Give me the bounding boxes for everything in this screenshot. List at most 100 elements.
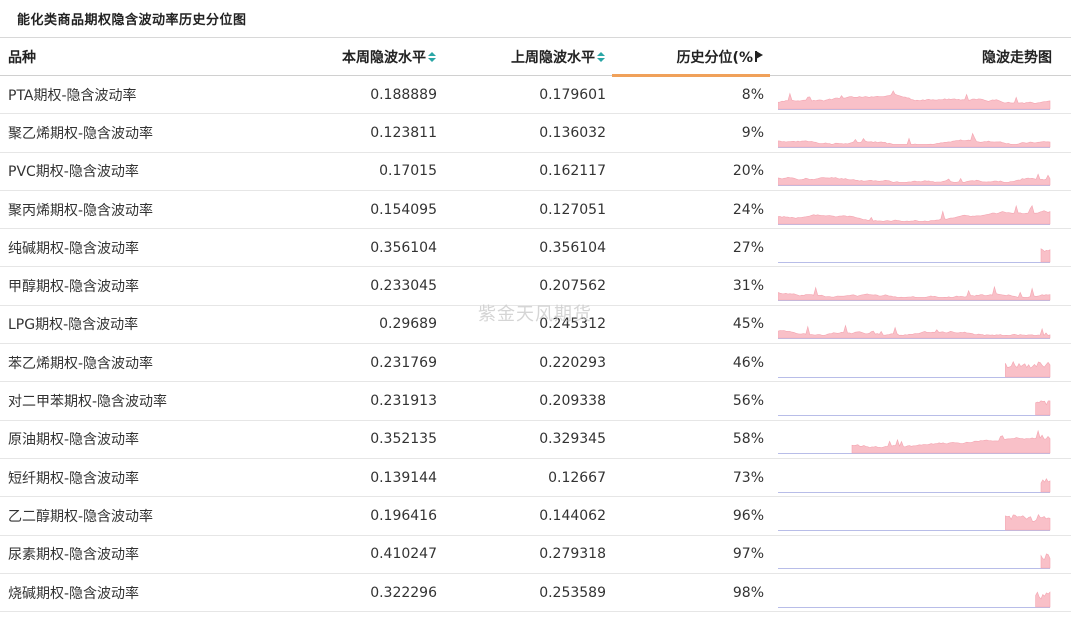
table-row[interactable]: 对二甲苯期权-隐含波动率 0.231913 0.209338 56% — [0, 382, 1071, 421]
watermark: 紫金天风期货 — [478, 304, 592, 325]
table-row[interactable]: 聚丙烯期权-隐含波动率 0.154095 0.127051 24% — [0, 191, 1071, 230]
row-current-iv: 0.139144 — [370, 469, 437, 486]
page-title: 能化类商品期权隐含波动率历史分位图 — [17, 13, 247, 28]
row-name: 聚乙烯期权-隐含波动率 — [8, 125, 154, 142]
row-previous-iv: 0.179601 — [539, 86, 606, 103]
row-current-iv: 0.231913 — [370, 393, 437, 410]
row-sparkline — [778, 229, 1052, 266]
header-trend: 隐波走势图 — [982, 49, 1052, 66]
row-name: 聚丙烯期权-隐含波动率 — [8, 202, 154, 219]
table-row[interactable]: 甲醇期权-隐含波动率 0.233045 0.207562 31% — [0, 267, 1071, 306]
header-percentile-sort[interactable]: 历史分位(% — [677, 38, 764, 75]
row-current-iv: 0.123811 — [370, 124, 437, 141]
table-row[interactable]: LPG期权-隐含波动率 0.29689 0.245312 45% — [0, 306, 1071, 345]
table-row[interactable]: 烧碱期权-隐含波动率 0.322296 0.253589 98% — [0, 574, 1071, 613]
table-row[interactable]: 聚乙烯期权-隐含波动率 0.123811 0.136032 9% — [0, 114, 1071, 153]
row-name: 苯乙烯期权-隐含波动率 — [8, 355, 154, 372]
table-row[interactable]: PVC期权-隐含波动率 0.17015 0.162117 20% — [0, 153, 1071, 191]
row-name: 短纤期权-隐含波动率 — [8, 470, 140, 487]
row-name: LPG期权-隐含波动率 — [8, 317, 139, 334]
header-current-label: 本周隐波水平 — [342, 49, 426, 66]
row-current-iv: 0.322296 — [370, 584, 437, 601]
row-percentile: 20% — [732, 163, 764, 180]
row-sparkline — [778, 306, 1052, 343]
row-name: 纯碱期权-隐含波动率 — [8, 240, 140, 257]
sparkline-area — [1035, 400, 1051, 416]
sort-icon[interactable] — [597, 51, 606, 63]
row-sparkline — [778, 76, 1052, 113]
sparkline-chart — [778, 513, 1051, 531]
row-current-iv: 0.154095 — [370, 201, 437, 218]
row-sparkline — [778, 574, 1052, 611]
row-sparkline — [778, 114, 1052, 151]
row-current-iv: 0.410247 — [370, 546, 437, 563]
row-name: 原油期权-隐含波动率 — [8, 432, 140, 449]
sparkline-chart — [778, 285, 1051, 302]
row-percentile: 58% — [732, 431, 764, 448]
row-previous-iv: 0.144062 — [539, 507, 606, 524]
sparkline-chart — [778, 132, 1051, 148]
sparkline-chart — [778, 173, 1051, 187]
sparkline-area — [778, 324, 1051, 339]
active-sort-underline — [612, 74, 770, 77]
header-previous-sort[interactable]: 上周隐波水平 — [511, 38, 606, 75]
row-percentile: 98% — [732, 584, 764, 601]
row-name: PTA期权-隐含波动率 — [8, 87, 137, 104]
row-percentile: 31% — [732, 278, 764, 295]
table-row[interactable]: 苯乙烯期权-隐含波动率 0.231769 0.220293 46% — [0, 344, 1071, 383]
row-previous-iv: 0.207562 — [539, 278, 606, 295]
header-current-sort[interactable]: 本周隐波水平 — [342, 38, 437, 75]
table-row[interactable]: 短纤期权-隐含波动率 0.139144 0.12667 73% — [0, 459, 1071, 498]
sparkline-chart — [778, 204, 1051, 225]
row-percentile: 27% — [732, 239, 764, 256]
sparkline-area — [778, 173, 1051, 186]
header-previous-label: 上周隐波水平 — [511, 49, 595, 66]
sparkline-area — [778, 285, 1051, 301]
row-percentile: 73% — [732, 469, 764, 486]
row-sparkline — [778, 497, 1052, 534]
row-sparkline — [778, 153, 1052, 190]
row-previous-iv: 0.162117 — [539, 163, 606, 180]
row-current-iv: 0.196416 — [370, 507, 437, 524]
table-row[interactable]: 尿素期权-隐含波动率 0.410247 0.279318 97% — [0, 536, 1071, 574]
table-row[interactable]: PTA期权-隐含波动率 0.188889 0.179601 8% — [0, 76, 1071, 115]
table-row[interactable]: 乙二醇期权-隐含波动率 0.196416 0.144062 96% — [0, 497, 1071, 536]
row-sparkline — [778, 382, 1052, 419]
sparkline-area — [1040, 553, 1051, 569]
sparkline-chart — [778, 248, 1051, 263]
sparkline-area — [851, 430, 1051, 454]
row-previous-iv: 0.279318 — [539, 546, 606, 563]
sort-flag-icon[interactable] — [754, 51, 764, 62]
sparkline-area — [778, 204, 1051, 224]
row-percentile: 46% — [732, 354, 764, 371]
row-previous-iv: 0.245312 — [539, 316, 606, 333]
table-header: 品种 本周隐波水平 上周隐波水平 历史分位(% 隐波走势图 — [0, 38, 1071, 77]
row-current-iv: 0.233045 — [370, 278, 437, 295]
row-previous-iv: 0.356104 — [539, 239, 606, 256]
row-previous-iv: 0.220293 — [539, 354, 606, 371]
header-percentile-label: 历史分位(% — [676, 49, 753, 66]
sparkline-chart — [778, 477, 1051, 493]
table-row[interactable]: 原油期权-隐含波动率 0.352135 0.329345 58% — [0, 421, 1071, 459]
row-percentile: 8% — [741, 86, 764, 103]
row-sparkline — [778, 344, 1052, 381]
row-name: 烧碱期权-隐含波动率 — [8, 585, 140, 602]
sparkline-area — [778, 132, 1051, 148]
sparkline-area — [1040, 248, 1051, 263]
row-percentile: 9% — [741, 124, 764, 141]
row-previous-iv: 0.127051 — [539, 201, 606, 218]
sparkline-area — [1005, 513, 1051, 531]
sparkline-area — [1035, 590, 1051, 607]
row-sparkline — [778, 267, 1052, 304]
row-current-iv: 0.188889 — [370, 86, 437, 103]
row-percentile: 97% — [732, 546, 764, 563]
sparkline-area — [778, 89, 1051, 109]
row-name: 甲醇期权-隐含波动率 — [8, 279, 140, 296]
sort-icon[interactable] — [428, 51, 437, 63]
sparkline-chart — [778, 400, 1051, 417]
row-percentile: 56% — [732, 393, 764, 410]
sparkline-area — [1040, 477, 1051, 492]
row-previous-iv: 0.12667 — [548, 469, 606, 486]
row-sparkline — [778, 191, 1052, 228]
table-row[interactable]: 纯碱期权-隐含波动率 0.356104 0.356104 27% — [0, 229, 1071, 268]
